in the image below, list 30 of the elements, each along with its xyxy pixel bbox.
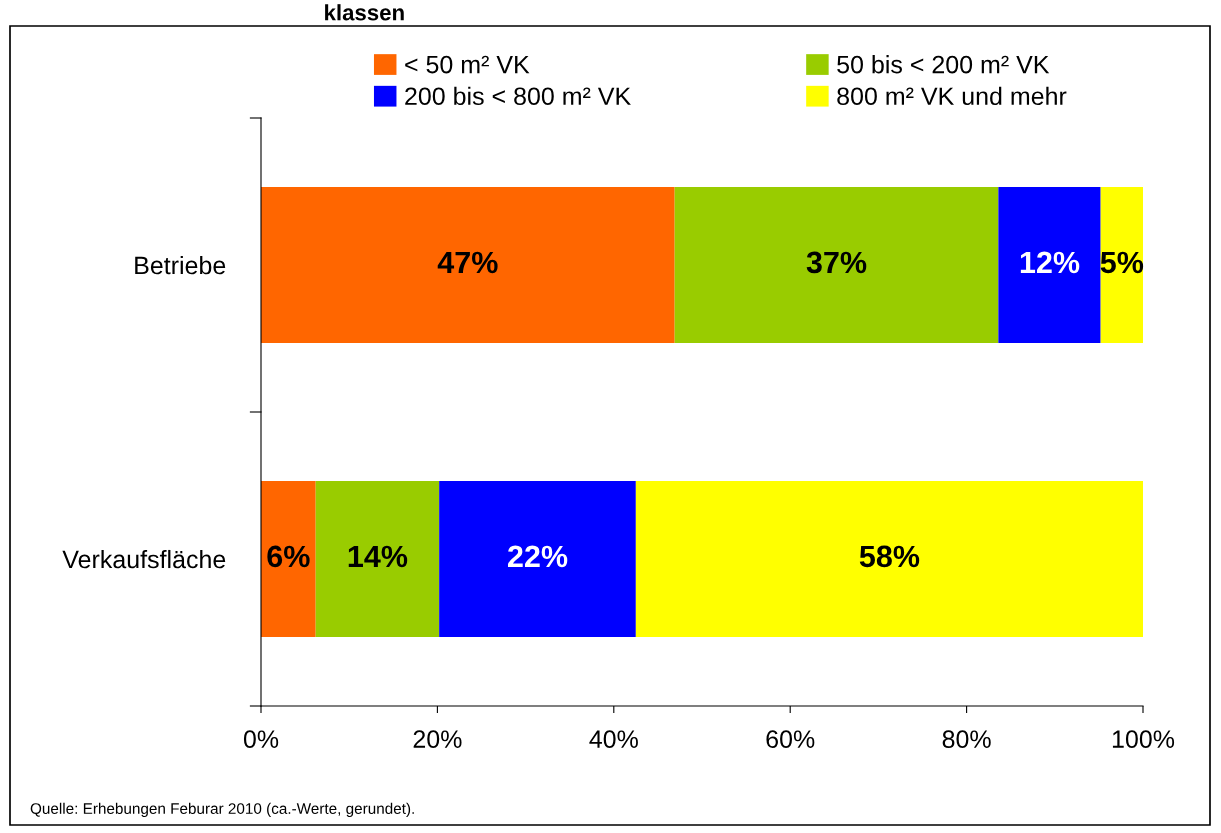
bar [998, 187, 1101, 343]
bar [1100, 187, 1143, 343]
legend-label: 50 bis < 200 m² VK [837, 55, 1050, 74]
bar [261, 187, 675, 343]
data-label: 12% [1020, 251, 1080, 274]
bar [635, 481, 1143, 637]
x-tick-label: 60% [766, 730, 815, 748]
y-tick-label: Betriebe [135, 255, 226, 275]
legend-label: < 50 m² VK [405, 55, 530, 74]
bar [261, 481, 316, 637]
bar [674, 187, 999, 343]
x-tick-label: 80% [942, 730, 991, 748]
data-label: 5% [1100, 251, 1144, 274]
data-label: 47% [437, 251, 498, 274]
x-tick-label: 0% [243, 730, 279, 748]
legend-label: 800 m² VK und mehr [837, 86, 1067, 106]
bar [439, 481, 636, 637]
legend-label: 200 bis < 800 m² VK [405, 86, 631, 106]
data-label: 14% [348, 545, 408, 568]
chart-title: klassen [325, 4, 404, 21]
x-tick-label: 40% [589, 730, 638, 748]
y-tick-label: Verkaufsfläche [62, 549, 226, 569]
data-label: 58% [859, 545, 920, 568]
bar [315, 481, 440, 637]
data-label: 6% [267, 545, 310, 568]
data-label: 22% [507, 545, 568, 568]
x-tick-label: 100% [1112, 730, 1175, 748]
x-tick-label: 20% [413, 730, 462, 748]
source-note: Quelle: Erhebungen Feburar 2010 (ca.-Werte, gerundet). [30, 802, 414, 817]
data-label: 37% [806, 251, 867, 274]
